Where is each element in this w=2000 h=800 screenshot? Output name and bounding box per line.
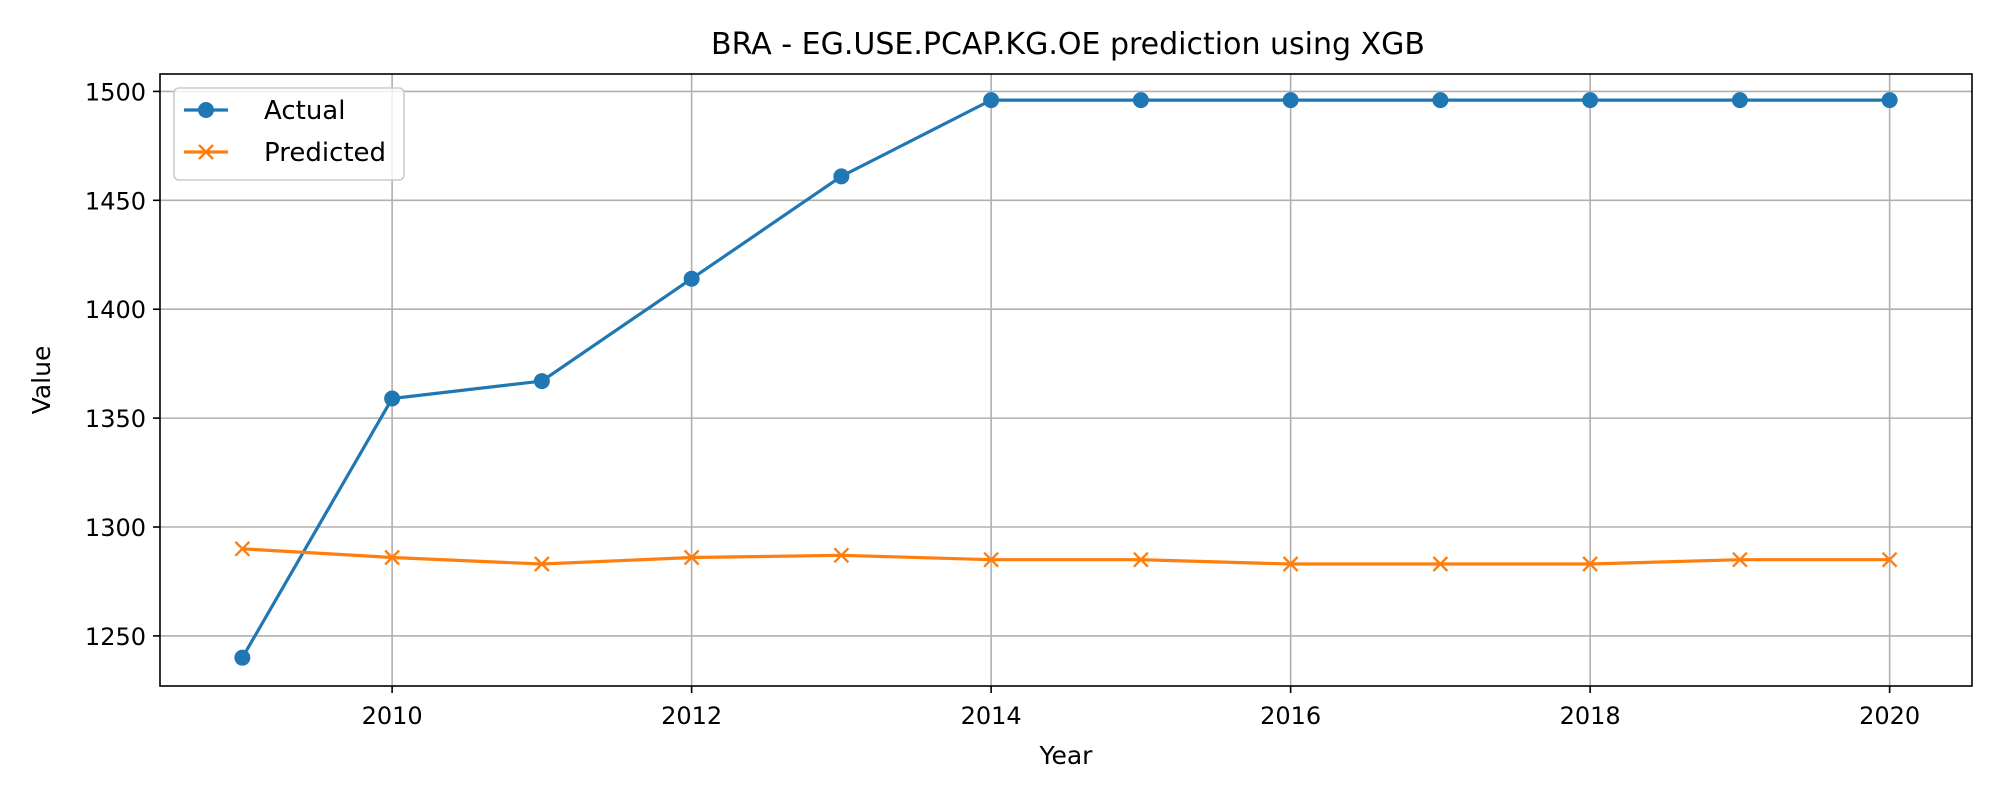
actual-point	[1132, 92, 1149, 109]
actual-point	[1582, 92, 1599, 109]
actual-point	[833, 168, 850, 185]
actual-point	[983, 92, 1000, 109]
legend-marker	[198, 102, 214, 118]
predicted-point	[983, 551, 999, 568]
y-tick-label: 1350	[85, 405, 146, 433]
y-tick-label: 1450	[85, 187, 146, 215]
plot-frame	[159, 73, 1973, 687]
actual-point	[683, 270, 700, 287]
predicted-point	[683, 549, 700, 566]
y-axis-label: Value	[27, 346, 56, 415]
axis-ticks: 2010 2012 2014 2016 2018 2020 1250 1300 1350 1400…	[85, 78, 1920, 730]
series-actual	[234, 92, 1898, 666]
actual-point	[1881, 92, 1898, 109]
actual-line	[240, 98, 1890, 659]
predicted-point	[1582, 556, 1598, 572]
y-tick-label: 1500	[85, 78, 146, 106]
chart-title: BRA - EG.USE.PCAP.KG.OE prediction using…	[711, 27, 1425, 62]
actual-point	[533, 373, 550, 390]
x-tick-label: 2010	[362, 702, 423, 730]
x-tick-label: 2012	[661, 702, 722, 730]
legend-item-predicted: Predicted	[184, 138, 386, 168]
actual-point	[384, 390, 401, 407]
x-tick-label: 2020	[1859, 702, 1920, 730]
x-tick-label: 2018	[1560, 702, 1621, 730]
legend-marker	[198, 144, 214, 160]
legend-label: Actual	[264, 96, 345, 126]
legend: Actual Predicted	[173, 87, 405, 181]
y-tick-label: 1300	[85, 514, 146, 542]
actual-point	[1432, 92, 1449, 109]
predicted-point	[833, 547, 850, 564]
x-tick-label: 2016	[1260, 702, 1321, 730]
series-layer	[234, 92, 1898, 666]
series-predicted	[234, 540, 1898, 572]
actual-point	[1282, 92, 1299, 109]
legend-item-actual: Actual	[184, 96, 345, 126]
x-tick-label: 2014	[961, 702, 1022, 730]
predicted-point	[1881, 551, 1898, 568]
y-tick-label: 1250	[85, 623, 146, 651]
predicted-point	[1432, 556, 1449, 572]
predicted-point	[1133, 551, 1149, 568]
actual-point	[234, 649, 251, 666]
x-axis-label: Year	[1039, 741, 1094, 770]
predicted-point	[1282, 556, 1299, 572]
actual-point	[1731, 92, 1748, 109]
grid-lines	[160, 74, 1972, 686]
legend-box	[173, 87, 405, 181]
legend-label: Predicted	[264, 138, 386, 168]
y-tick-label: 1400	[85, 296, 146, 324]
predicted-point	[234, 540, 251, 557]
predicted-point	[384, 549, 400, 566]
predicted-point	[534, 556, 550, 572]
predicted-point	[1732, 551, 1748, 568]
predicted-line	[242, 547, 1890, 566]
